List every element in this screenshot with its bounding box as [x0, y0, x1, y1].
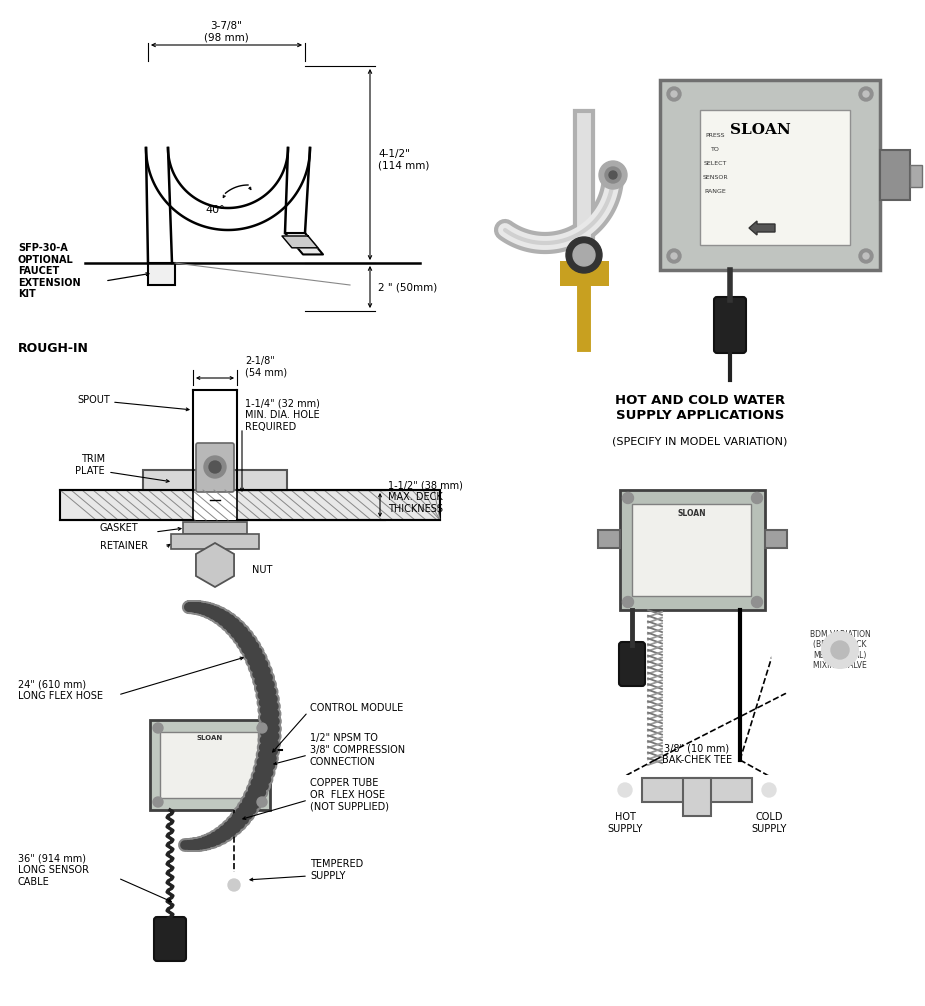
- Circle shape: [611, 776, 639, 804]
- Text: 3/8" (10 mm)
BAK-CHEK TEE: 3/8" (10 mm) BAK-CHEK TEE: [662, 743, 732, 765]
- Circle shape: [605, 167, 621, 183]
- Circle shape: [153, 723, 163, 733]
- Text: 36" (914 mm)
LONG SENSOR
CABLE: 36" (914 mm) LONG SENSOR CABLE: [18, 853, 89, 886]
- FancyBboxPatch shape: [60, 490, 440, 520]
- Circle shape: [153, 797, 163, 807]
- FancyBboxPatch shape: [642, 778, 752, 802]
- Text: TEMPERED
SUPPLY: TEMPERED SUPPLY: [310, 859, 364, 881]
- Text: SENSOR: SENSOR: [702, 174, 728, 179]
- FancyBboxPatch shape: [910, 165, 922, 187]
- Text: COLD
SUPPLY: COLD SUPPLY: [751, 812, 786, 834]
- Circle shape: [863, 253, 869, 259]
- Circle shape: [618, 783, 632, 797]
- Text: SLOAN: SLOAN: [730, 123, 790, 137]
- FancyBboxPatch shape: [143, 470, 287, 490]
- FancyBboxPatch shape: [880, 150, 910, 200]
- Circle shape: [859, 249, 873, 263]
- FancyBboxPatch shape: [150, 720, 270, 810]
- FancyBboxPatch shape: [714, 297, 746, 353]
- Text: GASKET: GASKET: [100, 523, 139, 533]
- FancyBboxPatch shape: [148, 263, 175, 285]
- FancyArrow shape: [749, 221, 775, 235]
- Circle shape: [257, 723, 267, 733]
- Circle shape: [204, 456, 226, 478]
- Text: SELECT: SELECT: [703, 161, 727, 166]
- Text: (SPECIFY IN MODEL VARIATION): (SPECIFY IN MODEL VARIATION): [612, 437, 788, 447]
- FancyBboxPatch shape: [700, 110, 850, 245]
- Circle shape: [859, 87, 873, 101]
- Circle shape: [257, 797, 267, 807]
- Circle shape: [667, 249, 681, 263]
- Circle shape: [667, 87, 681, 101]
- FancyBboxPatch shape: [171, 534, 259, 549]
- Circle shape: [228, 879, 240, 891]
- Text: PRESS: PRESS: [705, 133, 725, 138]
- Circle shape: [222, 873, 246, 897]
- Text: 4-1/2"
(114 mm): 4-1/2" (114 mm): [378, 149, 429, 170]
- FancyBboxPatch shape: [660, 80, 880, 270]
- Circle shape: [209, 461, 221, 473]
- Text: HOT AND COLD WATER
SUPPLY APPLICATIONS: HOT AND COLD WATER SUPPLY APPLICATIONS: [615, 394, 785, 422]
- FancyBboxPatch shape: [154, 917, 186, 961]
- Text: RANGE: RANGE: [704, 188, 726, 193]
- Text: ROUGH-IN: ROUGH-IN: [18, 341, 89, 354]
- Text: 3-7/8"
(98 mm): 3-7/8" (98 mm): [204, 21, 249, 43]
- Circle shape: [623, 493, 634, 503]
- Text: COPPER TUBE
OR  FLEX HOSE
(NOT SUPPLIED): COPPER TUBE OR FLEX HOSE (NOT SUPPLIED): [310, 779, 389, 812]
- Circle shape: [831, 641, 849, 659]
- FancyBboxPatch shape: [183, 522, 247, 534]
- Text: TO: TO: [710, 147, 720, 152]
- Circle shape: [623, 597, 634, 608]
- FancyBboxPatch shape: [620, 490, 765, 610]
- Text: 2-1/8"
(54 mm): 2-1/8" (54 mm): [245, 356, 287, 378]
- Circle shape: [863, 91, 869, 97]
- Text: SLOAN: SLOAN: [197, 735, 223, 741]
- Circle shape: [671, 253, 677, 259]
- Text: 40°: 40°: [205, 205, 225, 215]
- Text: BDM VARIATION
(BELOW DECK
MECHANICAL)
MIXING VALVE: BDM VARIATION (BELOW DECK MECHANICAL) MI…: [809, 630, 870, 670]
- Text: 2 " (50mm): 2 " (50mm): [378, 282, 438, 292]
- Polygon shape: [196, 543, 234, 586]
- FancyBboxPatch shape: [598, 530, 620, 548]
- Circle shape: [755, 776, 783, 804]
- Circle shape: [762, 783, 776, 797]
- Circle shape: [566, 237, 602, 273]
- Text: SFP-30-A
OPTIONAL
FAUCET
EXTENSION
KIT: SFP-30-A OPTIONAL FAUCET EXTENSION KIT: [18, 243, 80, 300]
- Text: SPOUT: SPOUT: [78, 395, 110, 405]
- Circle shape: [609, 171, 617, 179]
- FancyBboxPatch shape: [619, 642, 645, 686]
- Polygon shape: [285, 233, 323, 255]
- Text: 1-1/2" (38 mm)
MAX. DECK
THICKNESS: 1-1/2" (38 mm) MAX. DECK THICKNESS: [388, 481, 462, 514]
- Text: CONTROL MODULE: CONTROL MODULE: [310, 703, 403, 713]
- Text: 1/2" NPSM TO
3/8" COMPRESSION
CONNECTION: 1/2" NPSM TO 3/8" COMPRESSION CONNECTION: [310, 733, 405, 767]
- FancyBboxPatch shape: [196, 443, 234, 492]
- Text: 24" (610 mm)
LONG FLEX HOSE: 24" (610 mm) LONG FLEX HOSE: [18, 679, 103, 701]
- Circle shape: [772, 582, 908, 718]
- Circle shape: [573, 244, 595, 266]
- Circle shape: [751, 597, 762, 608]
- Circle shape: [822, 632, 858, 668]
- Text: SLOAN: SLOAN: [678, 509, 707, 518]
- Circle shape: [599, 161, 627, 189]
- Circle shape: [671, 91, 677, 97]
- FancyBboxPatch shape: [765, 530, 787, 548]
- FancyBboxPatch shape: [193, 490, 237, 520]
- Text: NUT: NUT: [252, 565, 272, 575]
- Text: TRIM
PLATE: TRIM PLATE: [75, 454, 105, 476]
- Text: 1-1/4" (32 mm)
MIN. DIA. HOLE
REQUIRED: 1-1/4" (32 mm) MIN. DIA. HOLE REQUIRED: [245, 398, 320, 432]
- Polygon shape: [282, 236, 318, 247]
- FancyBboxPatch shape: [160, 732, 258, 798]
- FancyBboxPatch shape: [632, 504, 751, 596]
- Text: HOT
SUPPLY: HOT SUPPLY: [608, 812, 643, 834]
- Circle shape: [751, 493, 762, 503]
- Text: RETAINER: RETAINER: [100, 541, 148, 551]
- FancyBboxPatch shape: [683, 778, 711, 816]
